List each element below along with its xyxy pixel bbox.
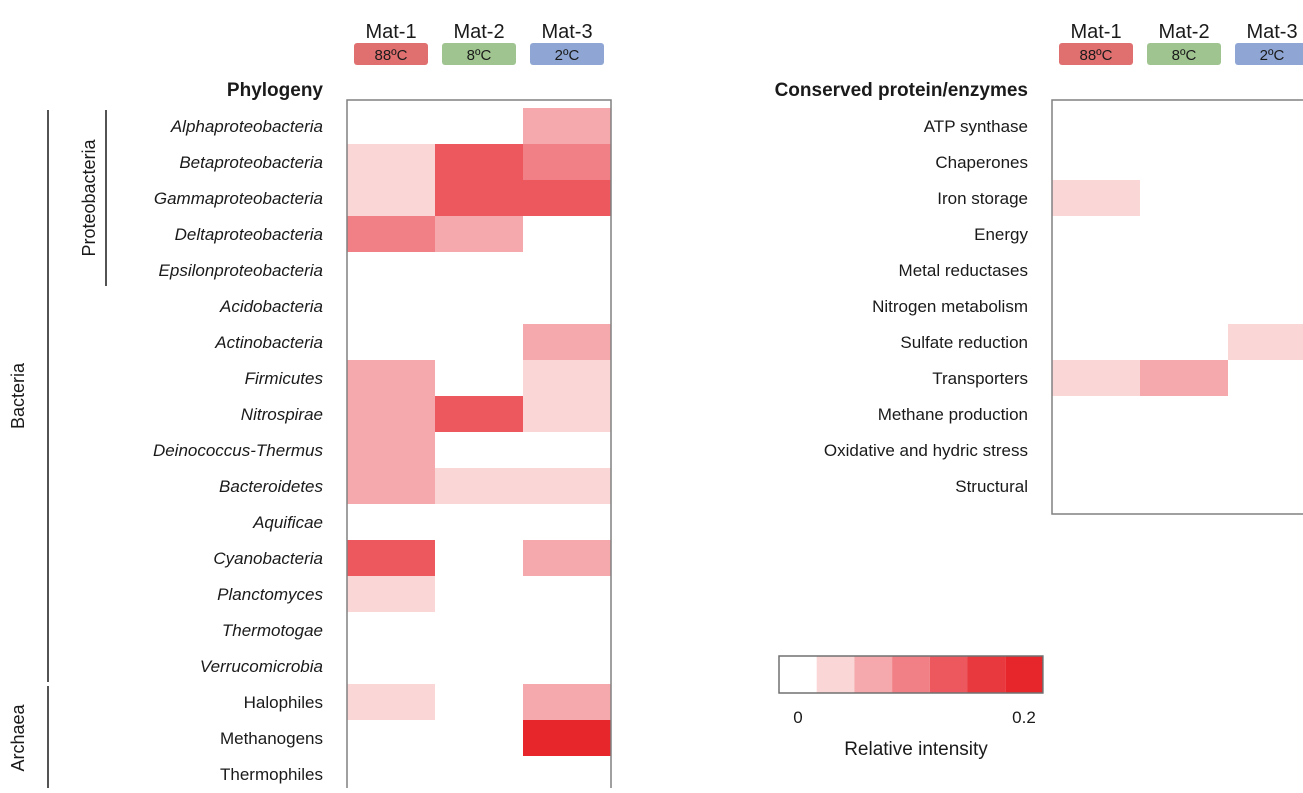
heatmap-cell: [523, 360, 611, 396]
row-label: Gammaproteobacteria: [154, 189, 323, 208]
row-label: Transporters: [932, 369, 1028, 388]
row-label: Alphaproteobacteria: [170, 117, 323, 136]
heatmap-cell: [347, 360, 435, 396]
row-label: Actinobacteria: [214, 333, 323, 352]
temperature-badge-label: 88ºC: [1080, 47, 1113, 64]
row-label: Betaproteobacteria: [179, 153, 323, 172]
row-label: Firmicutes: [245, 369, 324, 388]
row-label: Deinococcus-Thermus: [153, 441, 324, 460]
legend-min-label: 0: [793, 708, 802, 727]
heatmap-cell: [435, 144, 523, 180]
row-label: Halophiles: [244, 693, 323, 712]
temperature-badge: [442, 43, 516, 65]
temperature-badge-label: 88ºC: [375, 47, 408, 64]
temperature-badge-label: 8ºC: [467, 47, 492, 64]
column-header: Mat-2: [453, 21, 504, 43]
group-label: Archaea: [8, 703, 28, 771]
row-label: Energy: [974, 225, 1028, 244]
heatmap-cell: [347, 396, 435, 432]
heatmap-cell: [523, 396, 611, 432]
row-label: Cyanobacteria: [213, 549, 323, 568]
row-label: Nitrospirae: [241, 405, 323, 424]
group-label: Bacteria: [8, 362, 28, 429]
legend-title: Relative intensity: [844, 739, 988, 760]
row-label: Verrucomicrobia: [200, 657, 323, 676]
row-label: Thermophiles: [220, 765, 323, 784]
heatmap-frame: [1051, 99, 1303, 515]
panel-title: Conserved protein/enzymes: [775, 80, 1028, 101]
temperature-badge-label: 8ºC: [1172, 47, 1197, 64]
row-label: Methanogens: [220, 729, 323, 748]
heatmap-cell: [347, 216, 435, 252]
heatmap-cell: [523, 720, 611, 756]
heatmap-cell: [523, 144, 611, 180]
row-label: Thermotogae: [222, 621, 323, 640]
heatmap-cell: [435, 468, 523, 504]
legend-swatch: [967, 656, 1006, 693]
heatmap-cell: [435, 396, 523, 432]
row-label: Metal reductases: [899, 261, 1028, 280]
heatmap-cell: [435, 180, 523, 216]
temperature-badge-label: 2ºC: [1260, 47, 1285, 64]
heatmap-cell: [523, 468, 611, 504]
temperature-badge: [354, 43, 428, 65]
legend-swatch: [816, 656, 855, 693]
row-label: Sulfate reduction: [900, 333, 1028, 352]
row-label: Oxidative and hydric stress: [824, 441, 1028, 460]
legend-max-label: 0.2: [1012, 708, 1036, 727]
heatmap-cell: [347, 180, 435, 216]
temperature-badge: [1059, 43, 1133, 65]
row-label: Planctomyces: [217, 585, 323, 604]
heatmap-cell: [1052, 180, 1140, 216]
row-label: Bacteroidetes: [219, 477, 323, 496]
legend-swatch: [892, 656, 930, 693]
temperature-badge: [530, 43, 604, 65]
legend-swatch: [779, 656, 817, 693]
heatmap-frame: [346, 99, 612, 793]
column-header: Mat-1: [365, 21, 416, 43]
heatmap-cell: [523, 684, 611, 720]
heatmap-cell: [523, 540, 611, 576]
legend-swatch: [854, 656, 893, 693]
column-header: Mat-3: [541, 21, 592, 43]
heatmap-cell: [1140, 360, 1228, 396]
row-label: Structural: [955, 477, 1028, 496]
legend-frame: [778, 655, 1044, 694]
temperature-badge: [1235, 43, 1303, 65]
heatmap-cell: [347, 576, 435, 612]
row-label: Iron storage: [937, 189, 1028, 208]
heatmap-cell: [347, 540, 435, 576]
row-label: Epsilonproteobacteria: [159, 261, 323, 280]
heatmap-cell: [523, 324, 611, 360]
heatmap-cell: [1052, 360, 1140, 396]
group-label: Proteobacteria: [79, 138, 99, 256]
legend-swatch: [1005, 656, 1043, 693]
heatmap-cell: [347, 144, 435, 180]
row-label: Deltaproteobacteria: [175, 225, 323, 244]
panel-title: Phylogeny: [227, 80, 324, 101]
heatmap-cell: [1228, 324, 1303, 360]
row-label: Methane production: [878, 405, 1028, 424]
column-header: Mat-3: [1246, 21, 1297, 43]
heatmap-cell: [347, 684, 435, 720]
row-label: Nitrogen metabolism: [872, 297, 1028, 316]
row-label: Acidobacteria: [219, 297, 323, 316]
heatmap-cell: [347, 468, 435, 504]
heatmap-cell: [523, 180, 611, 216]
column-header: Mat-2: [1158, 21, 1209, 43]
heatmap-cell: [523, 108, 611, 144]
row-label: Chaperones: [935, 153, 1028, 172]
row-label: ATP synthase: [924, 117, 1028, 136]
heatmap-cell: [347, 432, 435, 468]
temperature-badge: [1147, 43, 1221, 65]
column-header: Mat-1: [1070, 21, 1121, 43]
temperature-badge-label: 2ºC: [555, 47, 580, 64]
legend-swatch: [929, 656, 968, 693]
row-label: Aquificae: [252, 513, 323, 532]
heatmap-cell: [435, 216, 523, 252]
